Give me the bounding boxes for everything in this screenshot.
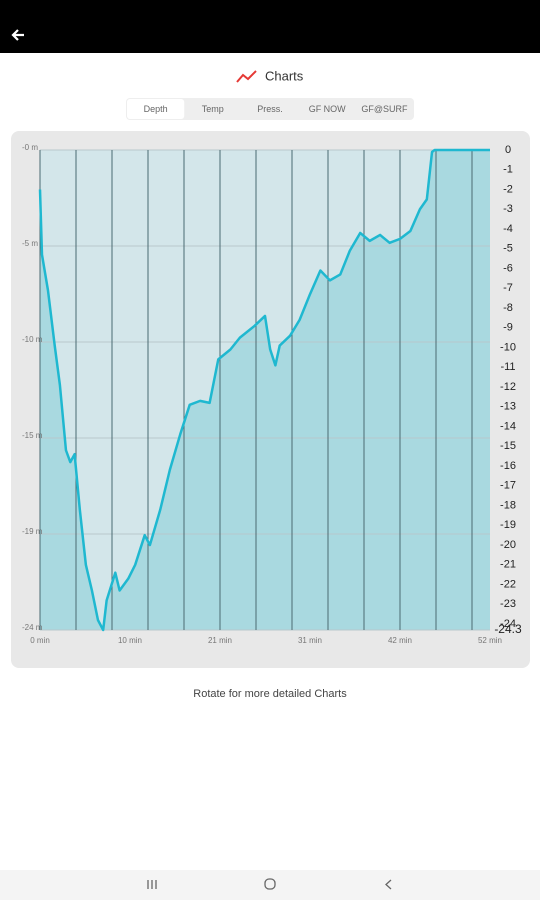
nav-back[interactable]	[385, 879, 392, 890]
y-tick-label: -15 m	[22, 431, 43, 440]
page-title: Charts	[265, 68, 304, 83]
x-tick-label: 0 min	[30, 636, 50, 645]
x-tick-label: 21 min	[208, 636, 232, 645]
y2-tick-label: -5	[503, 243, 513, 255]
y2-tick-label: -24	[500, 618, 516, 630]
y2-tick-label: -10	[500, 341, 516, 353]
tab[interactable]: Depth	[144, 104, 168, 114]
y2-tick-label: -4	[503, 223, 513, 235]
x-tick-label: 42 min	[388, 636, 412, 645]
y2-tick-label: -18	[500, 499, 516, 511]
y2-tick-label: -12	[500, 381, 516, 393]
x-tick-label: 31 min	[298, 636, 322, 645]
x-tick-label: 52 min	[478, 636, 502, 645]
chart-icon	[236, 70, 257, 83]
y2-tick-label: -8	[503, 302, 513, 314]
y2-tick-label: -13	[500, 401, 516, 413]
y-tick-label: -24 m	[22, 623, 43, 632]
y2-tick-label: -6	[503, 262, 513, 274]
y2-tick-label: -17	[500, 480, 516, 492]
back-button[interactable]	[11, 29, 24, 41]
nav-home[interactable]	[264, 878, 276, 890]
y2-tick-label: -23	[500, 598, 516, 610]
tab[interactable]: Press.	[257, 104, 283, 114]
depth-line	[38, 148, 490, 632]
y2-tick-label: -14	[500, 420, 516, 432]
y-tick-label: -0 m	[22, 143, 38, 152]
tab[interactable]: GF NOW	[309, 104, 346, 114]
nav-recents[interactable]	[147, 880, 157, 889]
tab[interactable]: Temp	[202, 104, 224, 114]
y2-tick-label: -9	[503, 322, 513, 334]
footer-note: Rotate for more detailed Charts	[193, 688, 347, 700]
y2-tick-label: -19	[500, 519, 516, 531]
y2-tick-label: -22	[500, 578, 516, 590]
y-tick-label: -19 m	[22, 527, 43, 536]
y-tick-label: -5 m	[22, 239, 38, 248]
y2-tick-label: -20	[500, 539, 516, 551]
y2-tick-label: -16	[500, 460, 516, 472]
top-bar	[0, 0, 540, 53]
y2-tick-label: -3	[503, 203, 513, 215]
y2-tick-label: -11	[500, 361, 515, 373]
y2-tick-label: -7	[503, 282, 513, 294]
tab-selected	[127, 99, 185, 119]
y2-tick-label: 0	[505, 144, 511, 156]
nav-bar	[0, 870, 540, 900]
y2-tick-label: -15	[500, 440, 516, 452]
tab[interactable]: GF@SURF	[361, 104, 408, 114]
y2-tick-label: -1	[503, 164, 513, 176]
x-tick-label: 10 min	[118, 636, 142, 645]
y2-tick-label: -2	[503, 183, 513, 195]
y2-tick-label: -21	[500, 559, 516, 571]
y-tick-label: -10 m	[22, 335, 43, 344]
y2-tick-label: -24.3	[494, 622, 522, 636]
depth-area	[40, 150, 490, 630]
tab-bar	[126, 98, 414, 120]
